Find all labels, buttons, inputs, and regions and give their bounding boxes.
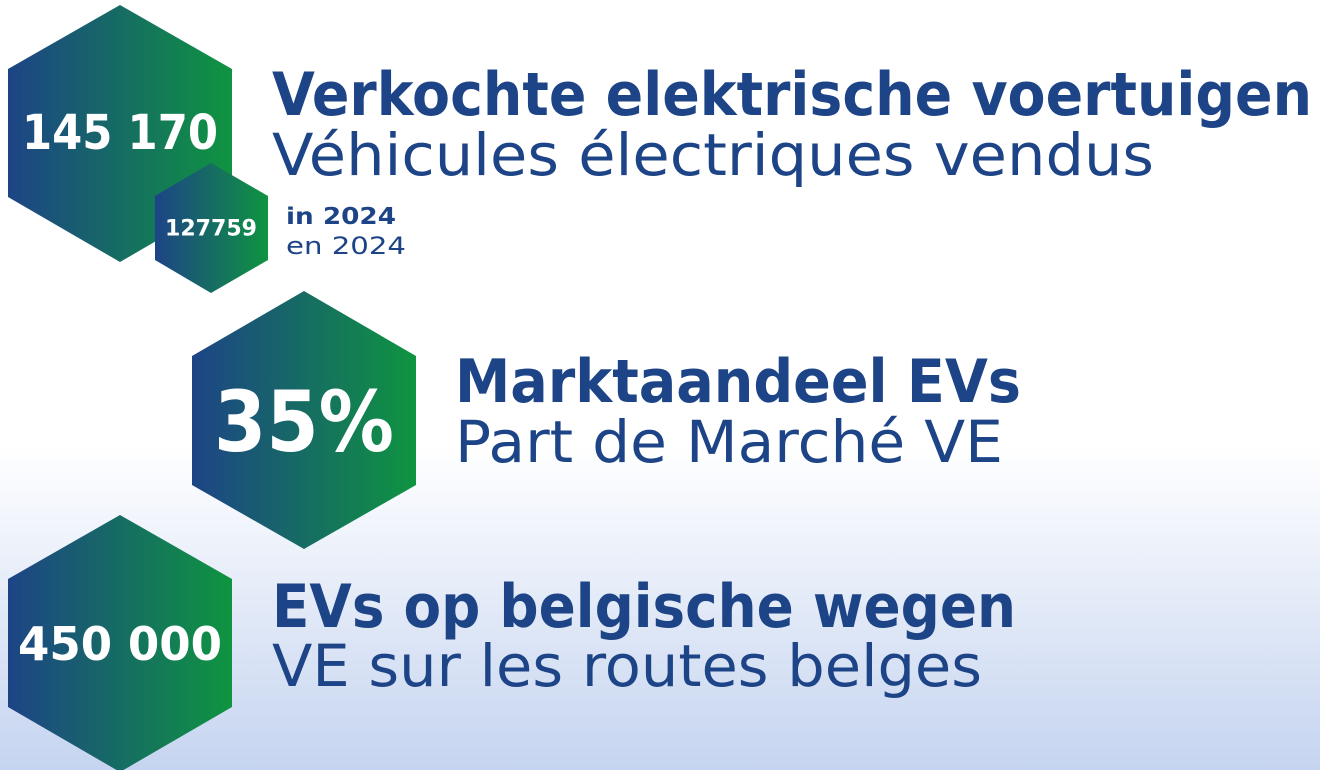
hexagon xyxy=(192,291,416,549)
stat-value: 145 170 xyxy=(22,105,218,161)
hexagon-small xyxy=(155,163,268,293)
hexagon xyxy=(8,515,232,770)
stat-title-nl: Marktaandeel EVs xyxy=(455,347,1021,417)
stat-title-nl: EVs op belgische wegen xyxy=(272,572,1016,642)
stat-title-fr: VE sur les routes belges xyxy=(272,632,982,700)
stat-value: 35% xyxy=(214,373,394,471)
year-label-nl: in 2024 xyxy=(286,204,396,230)
stat-title-nl: Verkochte elektrische voertuigen xyxy=(272,60,1312,130)
year-label-fr: en 2024 xyxy=(286,232,406,260)
stat-title-fr: Véhicules électriques vendus xyxy=(272,121,1154,189)
stat-value: 450 000 xyxy=(18,617,222,671)
previous-value: 127759 xyxy=(165,217,257,242)
stat-title-fr: Part de Marché VE xyxy=(455,408,1003,476)
